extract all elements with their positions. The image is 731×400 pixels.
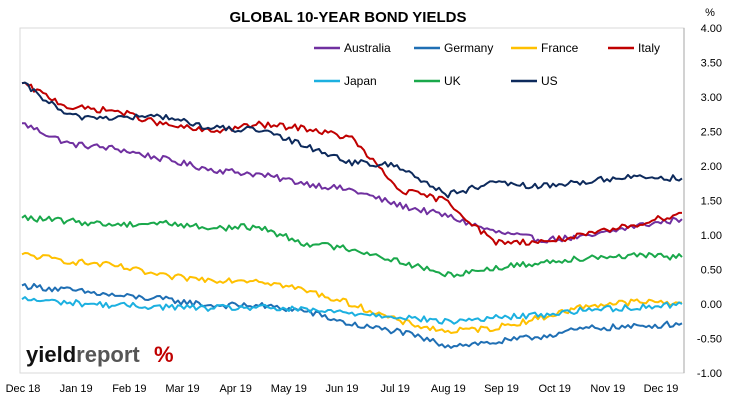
x-tick-label: Mar 19 bbox=[165, 383, 199, 395]
x-tick-label: Jan 19 bbox=[60, 383, 93, 395]
x-tick-label: Apr 19 bbox=[219, 383, 251, 395]
x-tick-label: Sep 19 bbox=[484, 383, 519, 395]
logo-text-report: report bbox=[76, 342, 140, 367]
y-tick-label: -1.00 bbox=[697, 368, 722, 380]
x-tick-label: Dec 18 bbox=[6, 383, 41, 395]
y-tick-label: 2.50 bbox=[701, 127, 722, 139]
legend-label-france: France bbox=[541, 41, 579, 55]
x-tick-label: Oct 19 bbox=[538, 383, 570, 395]
y-tick-label: -0.50 bbox=[697, 334, 722, 346]
x-tick-label: Jul 19 bbox=[380, 383, 409, 395]
y-tick-label: 0.00 bbox=[701, 299, 722, 311]
y-tick-label: 0.50 bbox=[701, 265, 722, 277]
y-tick-label: 2.00 bbox=[701, 161, 722, 173]
y-tick-label: 1.50 bbox=[701, 196, 722, 208]
legend-label-us: US bbox=[541, 74, 558, 88]
legend-label-australia: Australia bbox=[344, 41, 391, 55]
series-line-uk bbox=[21, 214, 683, 278]
svg-text:yieldreport: yieldreport bbox=[26, 342, 140, 367]
legend-label-italy: Italy bbox=[638, 41, 660, 55]
series-line-japan bbox=[21, 296, 683, 325]
series-line-italy bbox=[21, 81, 682, 246]
legend-label-uk: UK bbox=[444, 74, 461, 88]
x-tick-label: Nov 19 bbox=[590, 383, 625, 395]
yieldreport-logo: yieldreport % bbox=[26, 342, 174, 367]
x-tick-label: Dec 19 bbox=[644, 383, 679, 395]
legend-label-japan: Japan bbox=[344, 74, 377, 88]
legend-label-germany: Germany bbox=[444, 41, 493, 55]
x-tick-label: May 19 bbox=[271, 383, 307, 395]
logo-text-yield: yield bbox=[26, 342, 76, 367]
y-tick-label: 4.00 bbox=[701, 23, 722, 35]
y-tick-label: 1.00 bbox=[701, 230, 722, 242]
x-tick-label: Feb 19 bbox=[112, 383, 146, 395]
chart-title: GLOBAL 10-YEAR BOND YIELDS bbox=[230, 9, 467, 26]
series-line-us bbox=[21, 81, 683, 199]
y-tick-label: 3.50 bbox=[701, 58, 722, 70]
x-tick-label: Aug 19 bbox=[431, 383, 466, 395]
series-line-germany bbox=[21, 282, 683, 349]
y-tick-label: 3.00 bbox=[701, 92, 722, 104]
x-tick-label: Jun 19 bbox=[325, 383, 358, 395]
logo-percent-symbol: % bbox=[154, 342, 174, 367]
y-axis-unit-label: % bbox=[705, 7, 715, 19]
series-line-france bbox=[21, 252, 683, 334]
